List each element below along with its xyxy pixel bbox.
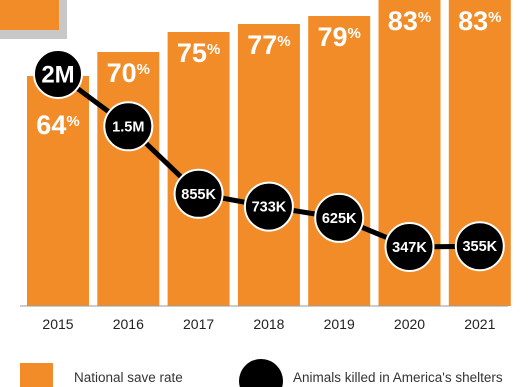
x-tick-label-2015: 2015 (42, 316, 73, 332)
legend-label-save-rate: National save rate (74, 370, 183, 385)
marker-2018 (243, 181, 294, 232)
header-banner (0, 0, 67, 39)
x-tick-label-2016: 2016 (113, 316, 144, 332)
bar-2019 (308, 16, 371, 306)
x-tick-label-2019: 2019 (324, 316, 355, 332)
x-tick-label-2020: 2020 (394, 316, 425, 332)
legend: National save rate Animals killed in Ame… (20, 359, 503, 387)
legend-swatch-save-rate (20, 363, 53, 387)
marker-label-2019: 625K (322, 211, 357, 227)
marker-2021 (454, 221, 505, 272)
marker-label-2017: 855K (181, 187, 216, 203)
header-banner-fill (0, 0, 59, 30)
bar-2016 (97, 52, 160, 306)
bar-2018 (237, 24, 300, 306)
legend-label-animals-killed: Animals killed in America's shelters (293, 370, 503, 385)
marker-2020 (384, 222, 435, 272)
x-axis-ticks: 2015 2016 2017 2018 2019 2020 2021 (42, 316, 495, 332)
marker-2016 (103, 101, 154, 152)
marker-label-2016: 1.5M (112, 119, 144, 135)
x-tick-label-2021: 2021 (464, 316, 495, 332)
marker-label-2021: 355K (462, 239, 497, 255)
legend-item-animals-killed: Animals killed in America's shelters (239, 359, 503, 387)
marker-2015 (33, 49, 83, 99)
marker-2017 (173, 168, 224, 219)
marker-2019 (314, 192, 365, 243)
legend-swatch-animals-killed (239, 359, 283, 387)
x-tick-label-2017: 2017 (183, 316, 214, 332)
marker-label-2018: 733K (252, 200, 287, 216)
x-tick-label-2018: 2018 (253, 316, 284, 332)
marker-label-2020: 347K (392, 240, 427, 256)
bar-2015 (27, 76, 89, 306)
bar-value-label-2019: 79% (318, 22, 361, 52)
bar-value-label-2020: 83% (388, 6, 431, 36)
legend-item-save-rate: National save rate (20, 363, 183, 387)
line-series: 2M 1.5M 855K 733K 625K 347K 355K (33, 49, 505, 272)
marker-label-2015: 2M (41, 61, 74, 88)
